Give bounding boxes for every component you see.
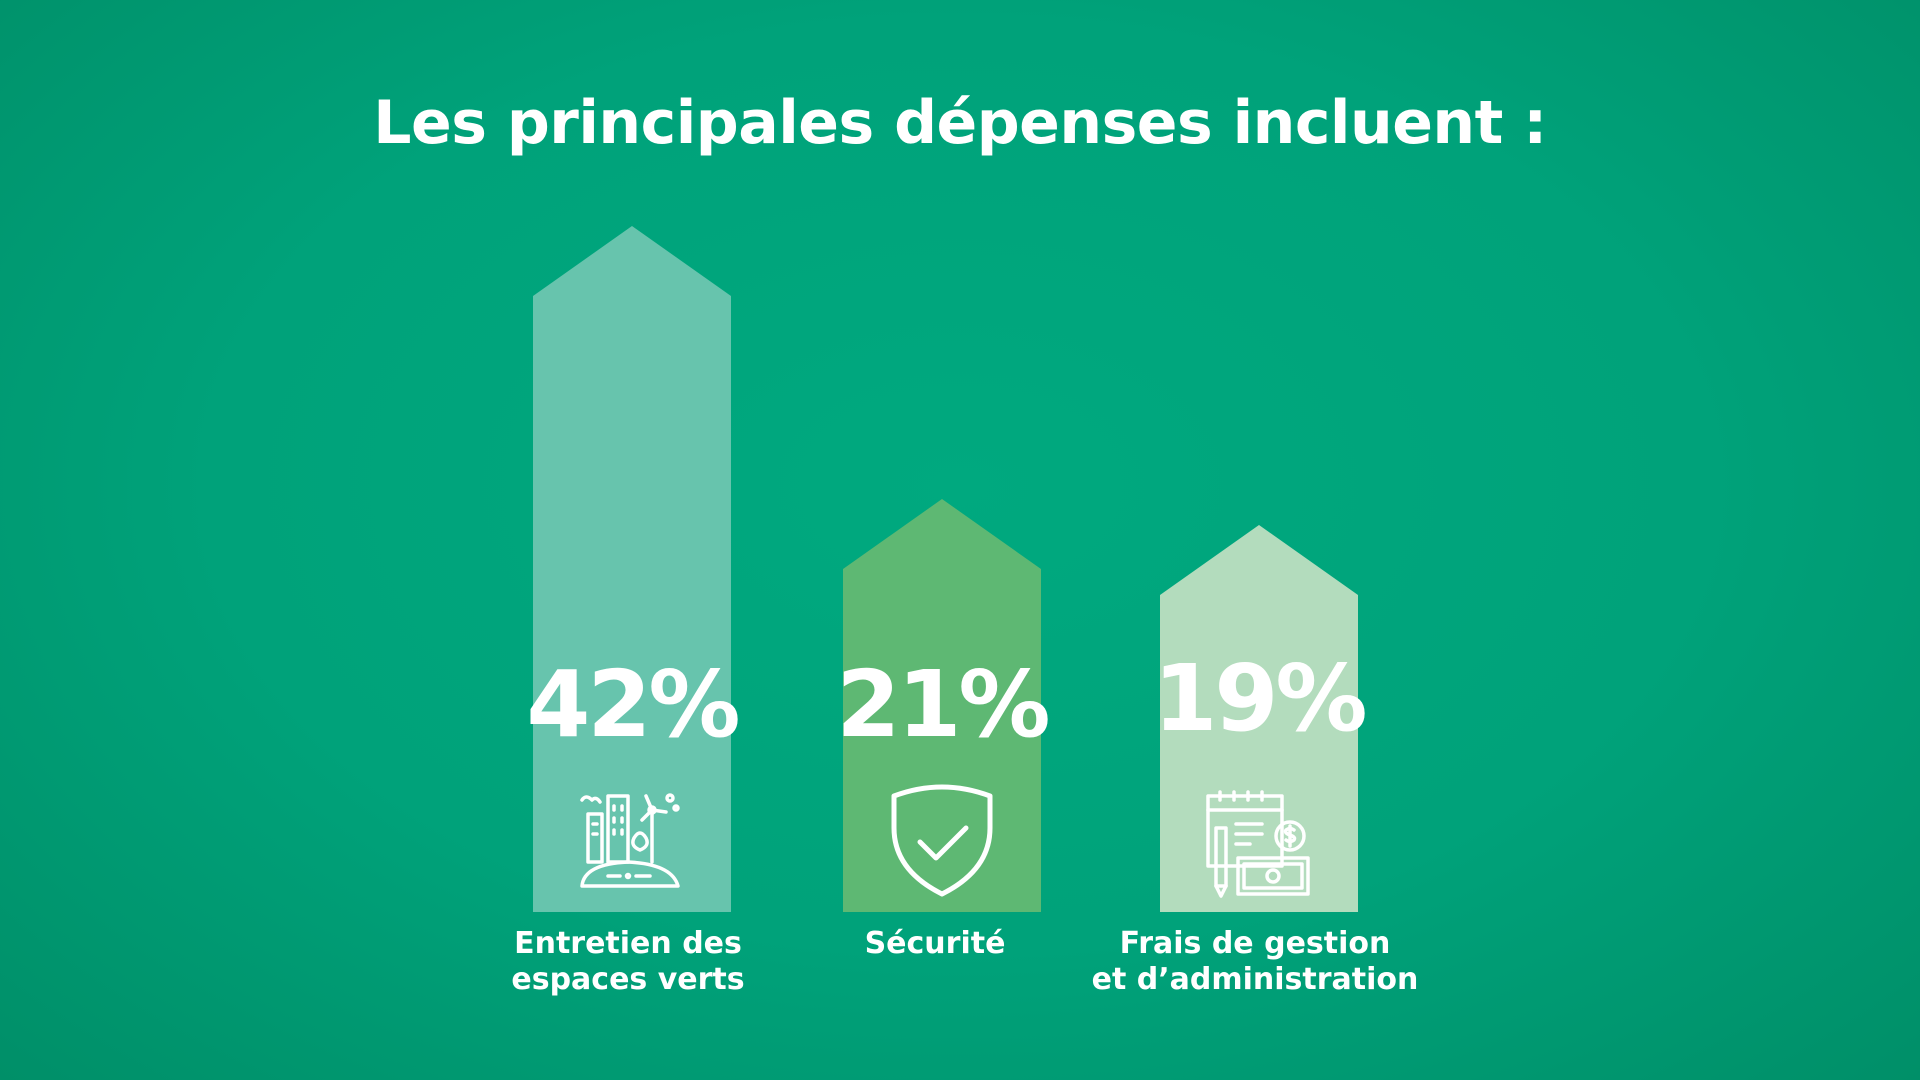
- category-label-green-spaces: Entretien des espaces verts: [448, 926, 808, 998]
- bar-value-label: 42%: [526, 651, 738, 758]
- category-label-line: et d’administration: [1091, 962, 1419, 997]
- bar-value-label: 21%: [836, 651, 1048, 758]
- shield-check-icon: [890, 784, 994, 897]
- city-park-icon: [578, 790, 682, 898]
- chart-title: Les principales dépenses incluent :: [373, 88, 1547, 158]
- category-label-admin: Frais de gestion et d’administration: [1075, 926, 1435, 998]
- category-label-line: espaces verts: [511, 962, 745, 997]
- bar-value-label: 19%: [1153, 645, 1365, 752]
- category-label-line: Frais de gestion: [1119, 926, 1391, 961]
- category-label-line: Sécurité: [864, 926, 1006, 961]
- bar-green-spaces: [533, 226, 731, 912]
- category-label-security: Sécurité: [755, 926, 1115, 962]
- category-label-line: Entretien des: [514, 926, 742, 961]
- invoice-money-icon: [1206, 790, 1310, 898]
